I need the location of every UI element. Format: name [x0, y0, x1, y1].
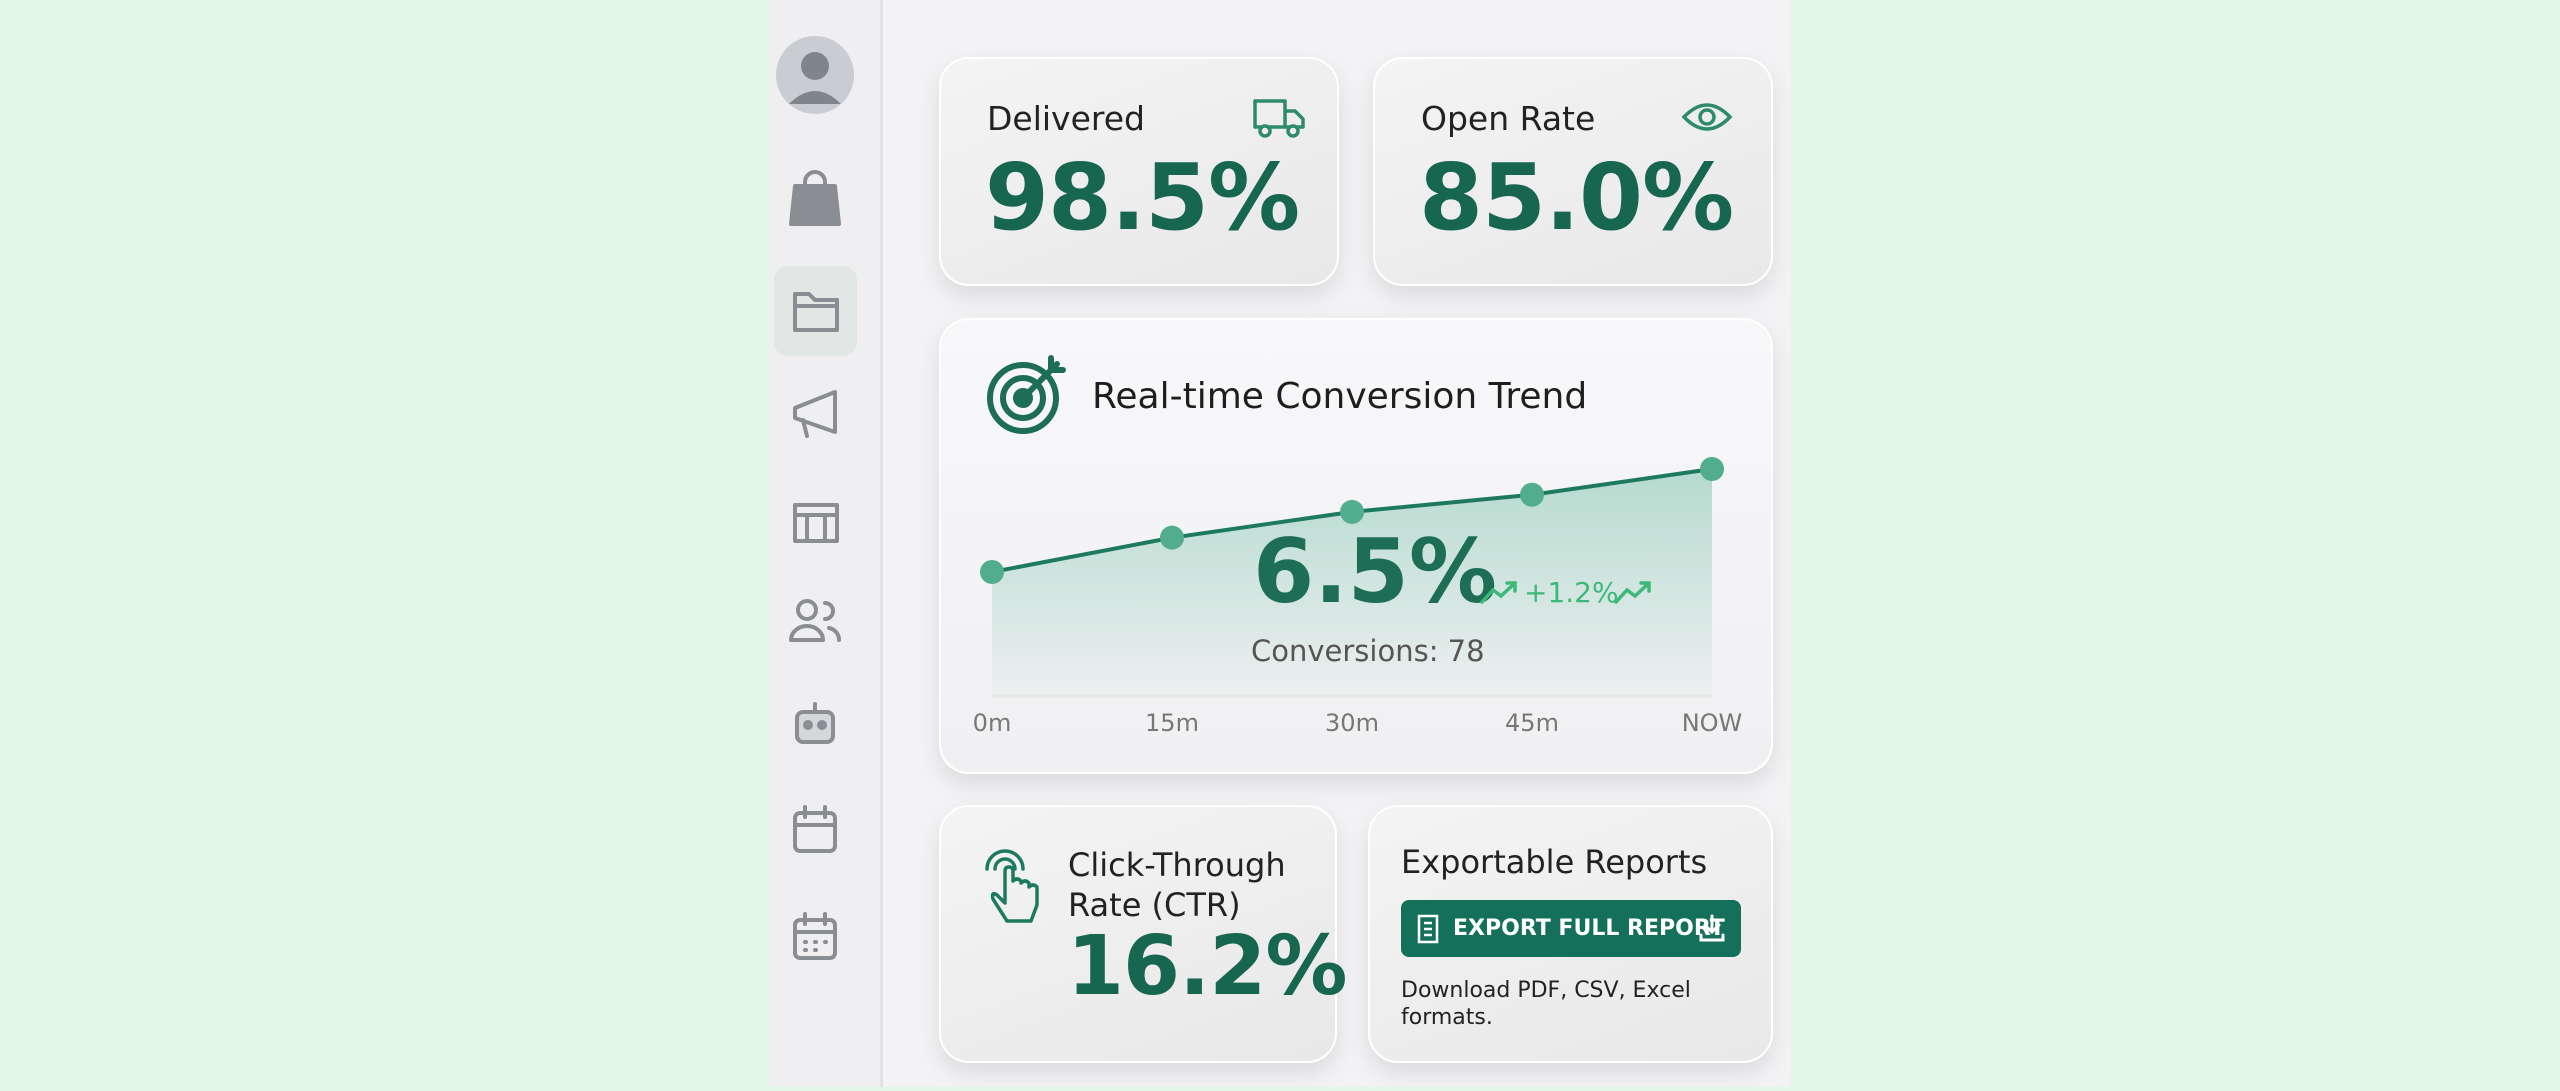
chart-subtitle: Conversions: 78 [1251, 634, 1485, 668]
open-rate-card: Open Rate 85.0% [1373, 57, 1773, 286]
current-value: 6.5% [1253, 520, 1498, 623]
card-label: Open Rate [1421, 99, 1596, 138]
x-tick-label: 30m [1325, 709, 1379, 737]
active-highlight [774, 266, 857, 356]
chart-title: Real-time Conversion Trend [1092, 376, 1588, 417]
x-tick-label: 45m [1505, 709, 1559, 737]
tap-icon [985, 849, 1039, 923]
change-value: +1.2% [1524, 576, 1619, 609]
button-label: EXPORT FULL REPORT [1453, 916, 1725, 941]
doc-icon [1417, 914, 1439, 944]
megaphone-icon[interactable] [793, 390, 837, 438]
users-icon[interactable] [789, 599, 842, 642]
export-title: Exportable Reports [1401, 843, 1708, 881]
shop-icon[interactable] [789, 170, 841, 226]
ctr-card: Click-Through Rate (CTR) 16.2% [939, 805, 1347, 1063]
data-point [1340, 499, 1364, 524]
avatar-body [789, 91, 841, 104]
target-icon [987, 355, 1066, 434]
data-point [1520, 482, 1544, 507]
card-value: 16.2% [1067, 919, 1347, 1014]
calendar-icon[interactable] [793, 805, 837, 853]
x-tick-label: 0m [973, 709, 1012, 737]
sidebar-icons [774, 36, 857, 960]
download-icon [1699, 914, 1725, 942]
card-label: Click-Through Rate (CTR) [1068, 846, 1286, 924]
truck-icon [1253, 99, 1305, 138]
export-description: Download PDF, CSV, Excel formats. [1401, 978, 1691, 1030]
export-button[interactable]: EXPORT FULL REPORT [1401, 900, 1741, 957]
trend-up-icon [1614, 581, 1651, 604]
eye-icon [1681, 103, 1733, 131]
folder-icon[interactable] [793, 292, 839, 332]
schedule-icon[interactable] [793, 912, 837, 960]
trend-card: Real-time Conversion Trend 0m 15m 30m 45m NO… [939, 318, 1773, 774]
data-point [980, 560, 1004, 584]
chart: 0m 15m 30m 45m NOW [973, 457, 1743, 737]
bot-icon[interactable] [795, 702, 835, 744]
card-value: 98.5% [985, 144, 1300, 251]
data-point [1160, 525, 1184, 550]
avatar-head [801, 52, 829, 80]
card-value: 85.0% [1419, 144, 1734, 251]
trend-area [992, 469, 1712, 696]
card-label: Delivered [987, 99, 1145, 138]
delivered-card: Delivered 98.5% [939, 57, 1339, 286]
sidebar [769, 0, 883, 1087]
x-tick-label: 15m [1145, 709, 1199, 737]
data-point [1700, 457, 1724, 481]
x-tick-label: NOW [1682, 709, 1743, 737]
export-card: Exportable Reports EXPORT FULL REPORT Do… [1368, 805, 1773, 1063]
table-icon[interactable] [793, 503, 839, 543]
trend-up-icon [1480, 581, 1517, 604]
